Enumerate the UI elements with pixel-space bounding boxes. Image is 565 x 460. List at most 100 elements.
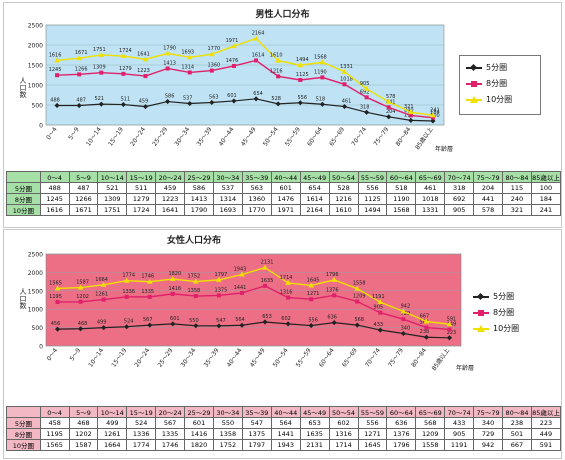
data-label: 499 bbox=[97, 320, 107, 326]
plot-area bbox=[45, 253, 462, 347]
data-label: 568 bbox=[354, 317, 364, 323]
data-label: 1441 bbox=[234, 285, 247, 291]
series-8-point bbox=[147, 294, 152, 299]
x-tick-label: 25～29 bbox=[151, 126, 169, 148]
table-cell: 1309 bbox=[97, 193, 128, 205]
series-10-point bbox=[408, 109, 414, 115]
series-8-point bbox=[298, 78, 303, 82]
legend-item-8: 8分圏 bbox=[473, 307, 514, 319]
legend-label-5: 5分圏 bbox=[486, 63, 508, 72]
table-cell: 1671 bbox=[68, 204, 99, 216]
data-label: 1752 bbox=[187, 274, 200, 280]
table-row-label: 5分圏 bbox=[6, 182, 41, 194]
series-5-point bbox=[78, 326, 84, 332]
series-10-line bbox=[56, 37, 434, 117]
x-tick-label: 40～44 bbox=[226, 347, 244, 369]
legend-label-10: 10分圏 bbox=[493, 324, 520, 333]
table-cell: 1610 bbox=[328, 204, 359, 216]
data-label: 1223 bbox=[137, 68, 150, 74]
female-data-table: 0～4 5～9 10～14 15～19 20～24 25～29 30～34 35～39 40～4… bbox=[6, 406, 562, 451]
series-8-point bbox=[55, 300, 60, 305]
legend-item-10: 10分圏 bbox=[466, 94, 512, 106]
data-label: 556 bbox=[298, 95, 308, 101]
data-label: 1018 bbox=[340, 76, 353, 82]
table-cell: 667 bbox=[502, 439, 532, 451]
table-header-cell: 20～24 bbox=[155, 171, 186, 183]
series-10-point bbox=[253, 35, 259, 41]
x-tick-label: 55～59 bbox=[284, 126, 302, 148]
data-label: 456 bbox=[51, 321, 61, 327]
table-cell: 1558 bbox=[415, 439, 446, 451]
series-10-point bbox=[164, 50, 171, 56]
series-10-point bbox=[363, 85, 370, 91]
table-cell: 441 bbox=[473, 193, 504, 205]
series-5-point bbox=[193, 323, 199, 329]
series-8-point bbox=[386, 105, 391, 110]
female-chart-title: 女性人口分布 bbox=[166, 236, 221, 246]
table-cell: 1416 bbox=[184, 428, 214, 440]
female-x-axis-unit: 年齢層 bbox=[456, 365, 475, 372]
series-10-point bbox=[297, 62, 304, 68]
data-label: 1614 bbox=[252, 52, 265, 58]
table-cell: 556 bbox=[357, 182, 388, 194]
data-label: 563 bbox=[209, 94, 219, 100]
table-header-cell: 45～49 bbox=[299, 406, 330, 418]
data-label: 653 bbox=[262, 314, 272, 320]
plot-area bbox=[45, 24, 445, 126]
table-cell: 511 bbox=[126, 182, 157, 194]
data-label: 1202 bbox=[76, 294, 89, 300]
series-5-point bbox=[76, 102, 82, 109]
y-tick-label: 2000 bbox=[28, 270, 43, 277]
table-cell: 115 bbox=[502, 182, 532, 194]
data-label: 692 bbox=[360, 89, 370, 95]
data-label: 468 bbox=[78, 321, 88, 327]
series-10-point bbox=[341, 68, 348, 74]
data-label: 1610 bbox=[270, 53, 283, 59]
legend-item-8: 8分圏 bbox=[466, 78, 507, 90]
series-10-point bbox=[120, 53, 127, 59]
table-row: 8分圏 1195 1202 1261 1336 1335 1416 1358 1375 1441 1… bbox=[6, 428, 562, 440]
data-label: 1336 bbox=[122, 289, 135, 295]
data-label: 1314 bbox=[181, 64, 194, 70]
x-tick-label: 40～44 bbox=[218, 126, 236, 148]
table-cell: 524 bbox=[126, 417, 157, 429]
table-cell: 184 bbox=[530, 193, 562, 205]
table-cell: 459 bbox=[155, 182, 186, 194]
table-cell: 1645 bbox=[357, 439, 388, 451]
table-header-cell: 45～49 bbox=[299, 171, 330, 183]
table-cell: 501 bbox=[502, 428, 532, 440]
series-10-point bbox=[98, 51, 105, 57]
table-cell: 238 bbox=[502, 417, 532, 429]
data-label: 1358 bbox=[187, 288, 200, 294]
series-5-point bbox=[209, 99, 215, 106]
series-5-point bbox=[239, 322, 245, 328]
data-label: 1416 bbox=[168, 286, 181, 292]
series-8-point bbox=[55, 73, 60, 78]
data-label: 550 bbox=[189, 318, 199, 324]
table-cell: 1797 bbox=[241, 439, 272, 451]
data-label: 1494 bbox=[296, 57, 309, 63]
data-label: 567 bbox=[143, 317, 153, 323]
series-10-line bbox=[57, 266, 450, 325]
data-label: 1309 bbox=[93, 65, 106, 71]
table-header-cell: 55～59 bbox=[357, 171, 388, 183]
data-label: 1820 bbox=[168, 271, 181, 277]
x-tick-label: 15～19 bbox=[107, 126, 125, 148]
data-label: 1279 bbox=[119, 66, 132, 72]
data-label: 433 bbox=[374, 322, 384, 328]
table-cell: 564 bbox=[270, 417, 301, 429]
table-cell: 1635 bbox=[299, 428, 330, 440]
data-label: 591 bbox=[447, 316, 457, 322]
table-cell: 1271 bbox=[357, 428, 388, 440]
table-header-row: 0～4 5～9 10～14 15～19 20～24 25～29 30～34 35～39 40～4… bbox=[6, 171, 562, 183]
data-label: 511 bbox=[121, 97, 131, 103]
series-8-point bbox=[170, 291, 175, 296]
table-cell: 1018 bbox=[415, 193, 446, 205]
data-label: 1190 bbox=[314, 69, 327, 75]
series-8-point bbox=[430, 115, 435, 120]
table-cell: 1195 bbox=[39, 428, 70, 440]
data-label: 321 bbox=[404, 104, 414, 110]
data-label: 1558 bbox=[353, 281, 366, 287]
series-10-point bbox=[142, 56, 149, 62]
table-header-cell: 70～74 bbox=[444, 406, 475, 418]
